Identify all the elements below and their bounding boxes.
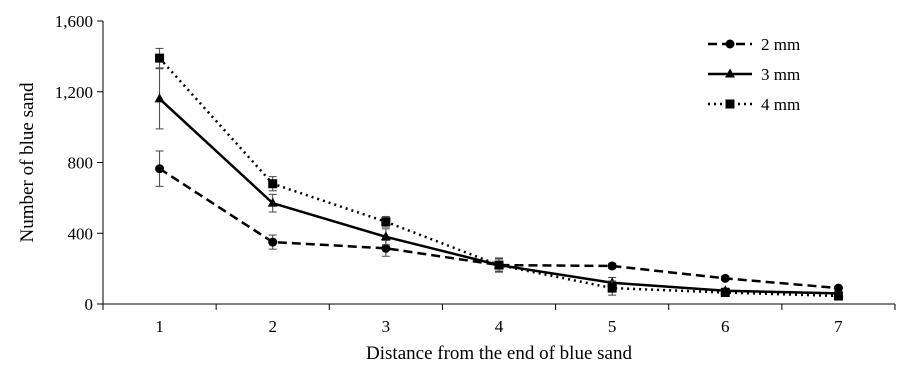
- y-axis: 0 400 800 1,200 1,600: [55, 12, 104, 314]
- series-4-mm: [155, 47, 843, 301]
- x-tick-label: 4: [495, 317, 504, 336]
- y-tick-label: 0: [85, 295, 94, 314]
- data-point: [268, 179, 278, 189]
- y-tick-label: 1,200: [55, 83, 93, 102]
- legend-label: 2 mm: [761, 35, 800, 54]
- data-point: [607, 261, 617, 271]
- legend-label: 3 mm: [761, 65, 800, 84]
- x-tick-label: 7: [834, 317, 843, 336]
- y-tick-label: 1,600: [55, 12, 93, 31]
- x-tick-label: 3: [382, 317, 391, 336]
- x-tick-label: 1: [155, 317, 164, 336]
- data-point: [607, 283, 617, 293]
- data-point: [720, 273, 730, 283]
- data-point: [155, 53, 165, 63]
- x-axis-title: Distance from the end of blue sand: [366, 343, 632, 364]
- x-tick-label: 6: [721, 317, 730, 336]
- x-axis: 1 2 3 4 5 6 7: [102, 303, 896, 336]
- data-point: [833, 291, 843, 301]
- legend-marker: [725, 99, 735, 109]
- data-point: [381, 243, 391, 253]
- series-layer: [154, 47, 844, 301]
- y-tick-label: 400: [68, 224, 94, 243]
- data-point: [381, 217, 391, 227]
- y-axis-title: Number of blue sand: [17, 82, 38, 242]
- legend-item: 2 mm: [708, 35, 800, 54]
- data-point: [267, 197, 278, 207]
- data-point: [268, 237, 278, 247]
- data-point: [494, 260, 504, 270]
- legend-marker: [725, 68, 735, 78]
- legend-item: 3 mm: [708, 65, 800, 84]
- data-point: [720, 288, 730, 298]
- data-point: [380, 231, 391, 241]
- x-tick-label: 2: [268, 317, 277, 336]
- legend: 2 mm 3 mm 4 mm: [708, 35, 800, 114]
- legend-item: 4 mm: [708, 95, 800, 114]
- x-tick-label: 5: [608, 317, 617, 336]
- legend-marker: [725, 39, 735, 49]
- y-tick-label: 800: [68, 154, 94, 173]
- data-point: [154, 93, 165, 103]
- legend-label: 4 mm: [761, 95, 800, 114]
- data-point: [155, 164, 165, 174]
